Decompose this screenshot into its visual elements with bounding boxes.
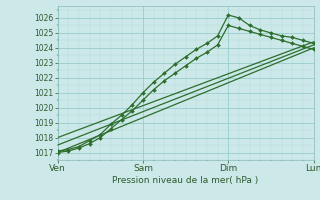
X-axis label: Pression niveau de la mer( hPa ): Pression niveau de la mer( hPa ) — [112, 176, 259, 185]
